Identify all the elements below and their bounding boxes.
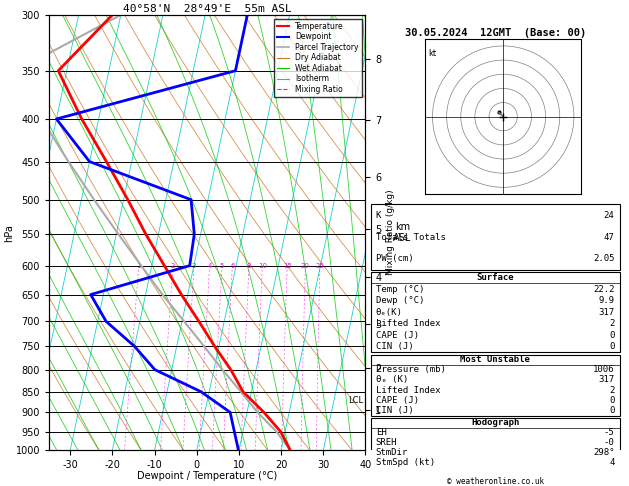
Text: 22.2: 22.2 [593, 285, 615, 294]
Text: 6: 6 [230, 262, 235, 269]
Text: 2: 2 [609, 386, 615, 395]
Text: 30.05.2024  12GMT  (Base: 00): 30.05.2024 12GMT (Base: 00) [404, 28, 586, 38]
Text: 0: 0 [609, 396, 615, 405]
Text: 25: 25 [316, 262, 325, 269]
Text: EH: EH [376, 428, 387, 437]
Text: 24: 24 [604, 211, 615, 220]
Text: Most Unstable: Most Unstable [460, 355, 530, 364]
X-axis label: Dewpoint / Temperature (°C): Dewpoint / Temperature (°C) [137, 471, 277, 482]
Text: Lifted Index: Lifted Index [376, 319, 440, 328]
Text: 10: 10 [258, 262, 267, 269]
Text: Surface: Surface [476, 273, 514, 282]
Text: 1: 1 [136, 262, 141, 269]
Title: 40°58'N  28°49'E  55m ASL: 40°58'N 28°49'E 55m ASL [123, 4, 292, 14]
Text: θₑ (K): θₑ (K) [376, 376, 408, 384]
Y-axis label: hPa: hPa [4, 224, 14, 242]
Text: Hodograph: Hodograph [471, 418, 520, 427]
Text: Pressure (mb): Pressure (mb) [376, 365, 446, 374]
Text: 0: 0 [609, 330, 615, 340]
Text: 2: 2 [171, 262, 175, 269]
Text: 47: 47 [604, 232, 615, 242]
Text: Dewp (°C): Dewp (°C) [376, 296, 424, 305]
Text: 15: 15 [283, 262, 292, 269]
Text: Totals Totals: Totals Totals [376, 232, 446, 242]
Text: SREH: SREH [376, 438, 398, 447]
Text: CAPE (J): CAPE (J) [376, 396, 419, 405]
Text: StmDir: StmDir [376, 448, 408, 457]
Text: kt: kt [428, 49, 437, 58]
Text: PW (cm): PW (cm) [376, 254, 413, 263]
Text: Mixing Ratio (g/kg): Mixing Ratio (g/kg) [386, 190, 395, 276]
Text: 4: 4 [208, 262, 212, 269]
Text: 5: 5 [220, 262, 224, 269]
Text: 0: 0 [609, 406, 615, 415]
Text: 20: 20 [301, 262, 310, 269]
Text: 298°: 298° [593, 448, 615, 457]
Text: 2.05: 2.05 [593, 254, 615, 263]
Legend: Temperature, Dewpoint, Parcel Trajectory, Dry Adiabat, Wet Adiabat, Isotherm, Mi: Temperature, Dewpoint, Parcel Trajectory… [274, 19, 362, 97]
Text: 317: 317 [598, 376, 615, 384]
Text: -5: -5 [604, 428, 615, 437]
Text: K: K [376, 211, 381, 220]
Text: 3: 3 [192, 262, 196, 269]
Text: CAPE (J): CAPE (J) [376, 330, 419, 340]
Text: θₑ(K): θₑ(K) [376, 308, 403, 317]
Y-axis label: km
ASL: km ASL [393, 222, 411, 243]
Text: StmSpd (kt): StmSpd (kt) [376, 458, 435, 468]
Text: 317: 317 [598, 308, 615, 317]
Text: -0: -0 [604, 438, 615, 447]
Text: LCL: LCL [348, 396, 364, 404]
Text: 4: 4 [609, 458, 615, 468]
Text: Lifted Index: Lifted Index [376, 386, 440, 395]
Text: CIN (J): CIN (J) [376, 342, 413, 351]
Text: 1006: 1006 [593, 365, 615, 374]
Text: 9.9: 9.9 [598, 296, 615, 305]
Text: Temp (°C): Temp (°C) [376, 285, 424, 294]
Text: 8: 8 [247, 262, 252, 269]
Text: © weatheronline.co.uk: © weatheronline.co.uk [447, 476, 543, 486]
Text: CIN (J): CIN (J) [376, 406, 413, 415]
Text: 2: 2 [609, 319, 615, 328]
Text: 0: 0 [609, 342, 615, 351]
